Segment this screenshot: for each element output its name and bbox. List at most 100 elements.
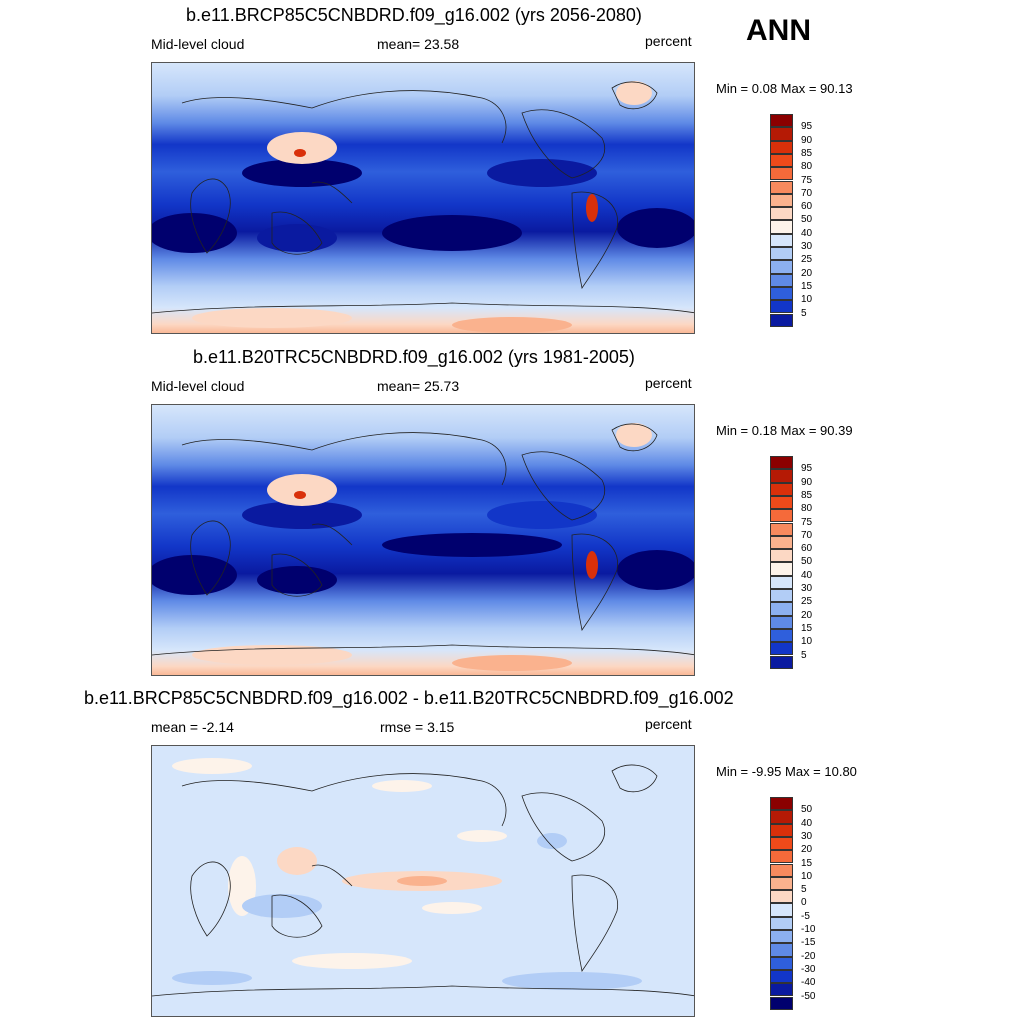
panel-1-colorbar-label: 95: [801, 121, 813, 133]
panel-1-colorbar-swatch: [770, 167, 793, 181]
panel-2-colorbar-swatch: [770, 495, 793, 510]
panel-1-colorbar-swatch: [770, 260, 793, 274]
panel-3-colorbar-swatch: [770, 996, 793, 1010]
panel-2-colorbar-swatch: [770, 535, 793, 550]
panel-3-colorbar-label: -10: [801, 924, 816, 935]
panel-2-colorbar-swatch: [770, 602, 793, 616]
panel-1-title: b.e11.BRCP85C5CNBDRD.f09_g16.002 (yrs 20…: [186, 5, 642, 25]
panel-1-colorbar-swatch: [770, 207, 793, 221]
panel-3-colorbar-swatch: [770, 930, 793, 944]
panel-2-colorbar-swatch: [770, 655, 793, 669]
panel-1-colorbar-label: 15: [801, 280, 813, 292]
panel-1-map-canvas: [152, 63, 694, 333]
panel-2-colorbar-label: 80: [801, 503, 813, 515]
panel-2-colorbar-label: 25: [801, 596, 813, 608]
panel-1-colorbar-swatch: [770, 180, 793, 194]
panel-2-colorbar-label: 95: [801, 463, 813, 475]
panel-1-colorbar-label: 75: [801, 174, 813, 186]
panel-1-colorbar-label: 30: [801, 241, 813, 252]
panel-3-colorbar-label: 5: [801, 884, 807, 896]
panel-2-colorbar-swatch: [770, 562, 793, 576]
panel-1-map: [151, 62, 695, 334]
panel-1-colorbar-swatch: [770, 286, 793, 301]
panel-1-colorbar-label: 80: [801, 161, 813, 173]
panel-1-colorbar-label: 85: [801, 147, 813, 159]
panel-2-colorbar-label: 30: [801, 583, 813, 594]
panel-3-colorbar-swatch: [770, 863, 793, 877]
panel-3-colorbar-swatch: [770, 983, 793, 997]
panel-3-map: [151, 745, 695, 1017]
panel-3-colorbar-swatch: [770, 903, 793, 917]
panel-2-colorbar-label: 85: [801, 489, 813, 501]
panel-3-colorbar-label: -20: [801, 950, 816, 962]
panel-3-colorbar-label: -30: [801, 963, 816, 975]
panel-1-colorbar-label: 60: [801, 201, 813, 213]
panel-2-colorbar-swatch: [770, 482, 793, 496]
panel-2-colorbar-swatch: [770, 575, 793, 589]
panel-3-title: b.e11.BRCP85C5CNBDRD.f09_g16.002 - b.e11…: [84, 688, 734, 708]
panel-1-colorbar-swatch: [770, 300, 793, 314]
panel-2-colorbar-label: 50: [801, 556, 813, 568]
panel-1-colorbar-label: 70: [801, 187, 813, 199]
panel-3-rmse-label: rmse = 3.15: [380, 719, 455, 735]
panel-1-colorbar-label: 40: [801, 227, 813, 239]
panel-3-colorbar-swatch: [770, 810, 793, 824]
panel-2-colorbar-swatch: [770, 522, 793, 536]
panel-2-colorbar-label: 5: [801, 649, 807, 661]
panel-3-colorbar-label: 30: [801, 830, 813, 842]
panel-3-map-canvas: [152, 746, 694, 1016]
panel-2-colorbar-swatch: [770, 642, 793, 656]
panel-2-colorbar-swatch: [770, 549, 793, 563]
panel-3-colorbar-label: -50: [801, 990, 816, 1002]
panel-1-colorbar-label: 20: [801, 267, 813, 279]
panel-1-colorbar-label: 25: [801, 254, 813, 266]
panel-2-colorbar-label: 15: [801, 622, 813, 634]
panel-3-minmax: Min = -9.95 Max = 10.80: [716, 764, 857, 779]
panel-3-colorbar-swatch: [770, 890, 793, 904]
panel-1-colorbar-swatch: [770, 273, 793, 287]
panel-3-units: percent: [645, 716, 692, 732]
season-label: ANN: [746, 14, 811, 47]
panel-3-colorbar-label: 40: [801, 817, 813, 829]
panel-1-colorbar-swatch: [770, 114, 793, 128]
panel-3-colorbar-swatch: [770, 850, 793, 864]
panel-2-colorbar-label: 40: [801, 569, 813, 581]
panel-2-colorbar-swatch: [770, 469, 793, 483]
panel-3-coastlines: [152, 764, 694, 997]
panel-2-map: [151, 404, 695, 676]
panel-2-title: b.e11.B20TRC5CNBDRD.f09_g16.002 (yrs 198…: [193, 347, 635, 367]
panel-1-coastlines: [152, 81, 694, 314]
panel-3-colorbar-swatch: [770, 943, 793, 957]
panel-1-mean-label: mean= 23.58: [377, 36, 460, 52]
panel-1-colorbar-swatch: [770, 140, 793, 154]
panel-2-colorbar-swatch: [770, 628, 793, 643]
panel-3-colorbar-label: -15: [801, 937, 816, 949]
panel-2-mean-label: mean= 25.73: [377, 378, 460, 394]
panel-2-colorbar-label: 60: [801, 543, 813, 555]
panel-3-colorbar-swatch: [770, 823, 793, 837]
panel-1-variable-label: Mid-level cloud: [151, 36, 245, 52]
panel-3-colorbar-label: -40: [801, 977, 816, 989]
panel-3-colorbar-swatch: [770, 956, 793, 970]
panel-3-colorbar-swatch: [770, 836, 793, 851]
panel-3-colorbar-swatch: [770, 969, 793, 984]
panel-3-colorbar-swatch: [770, 797, 793, 811]
panel-2-minmax: Min = 0.18 Max = 90.39: [716, 423, 853, 438]
panel-2-variable-label: Mid-level cloud: [151, 378, 245, 394]
panel-1-units: percent: [645, 33, 692, 49]
panel-1-colorbar-swatch: [770, 193, 793, 208]
panel-3-colorbar-swatch: [770, 916, 793, 930]
panel-3-colorbar-label: 20: [801, 844, 813, 856]
panel-1-colorbar-swatch: [770, 233, 793, 247]
panel-1-colorbar-swatch: [770, 313, 793, 327]
panel-2-colorbar-label: 70: [801, 529, 813, 541]
panel-1-colorbar-label: 10: [801, 294, 813, 306]
panel-1-colorbar-swatch: [770, 247, 793, 261]
panel-2-colorbar-swatch: [770, 509, 793, 523]
panel-3-colorbar-label: 15: [801, 857, 813, 869]
panel-2-colorbar-label: 75: [801, 516, 813, 528]
panel-2-colorbar-label: 20: [801, 609, 813, 621]
panel-3-colorbar-label: 50: [801, 804, 813, 816]
panel-2-colorbar-label: 90: [801, 476, 813, 488]
panel-3-colorbar-label: 0: [801, 897, 807, 909]
